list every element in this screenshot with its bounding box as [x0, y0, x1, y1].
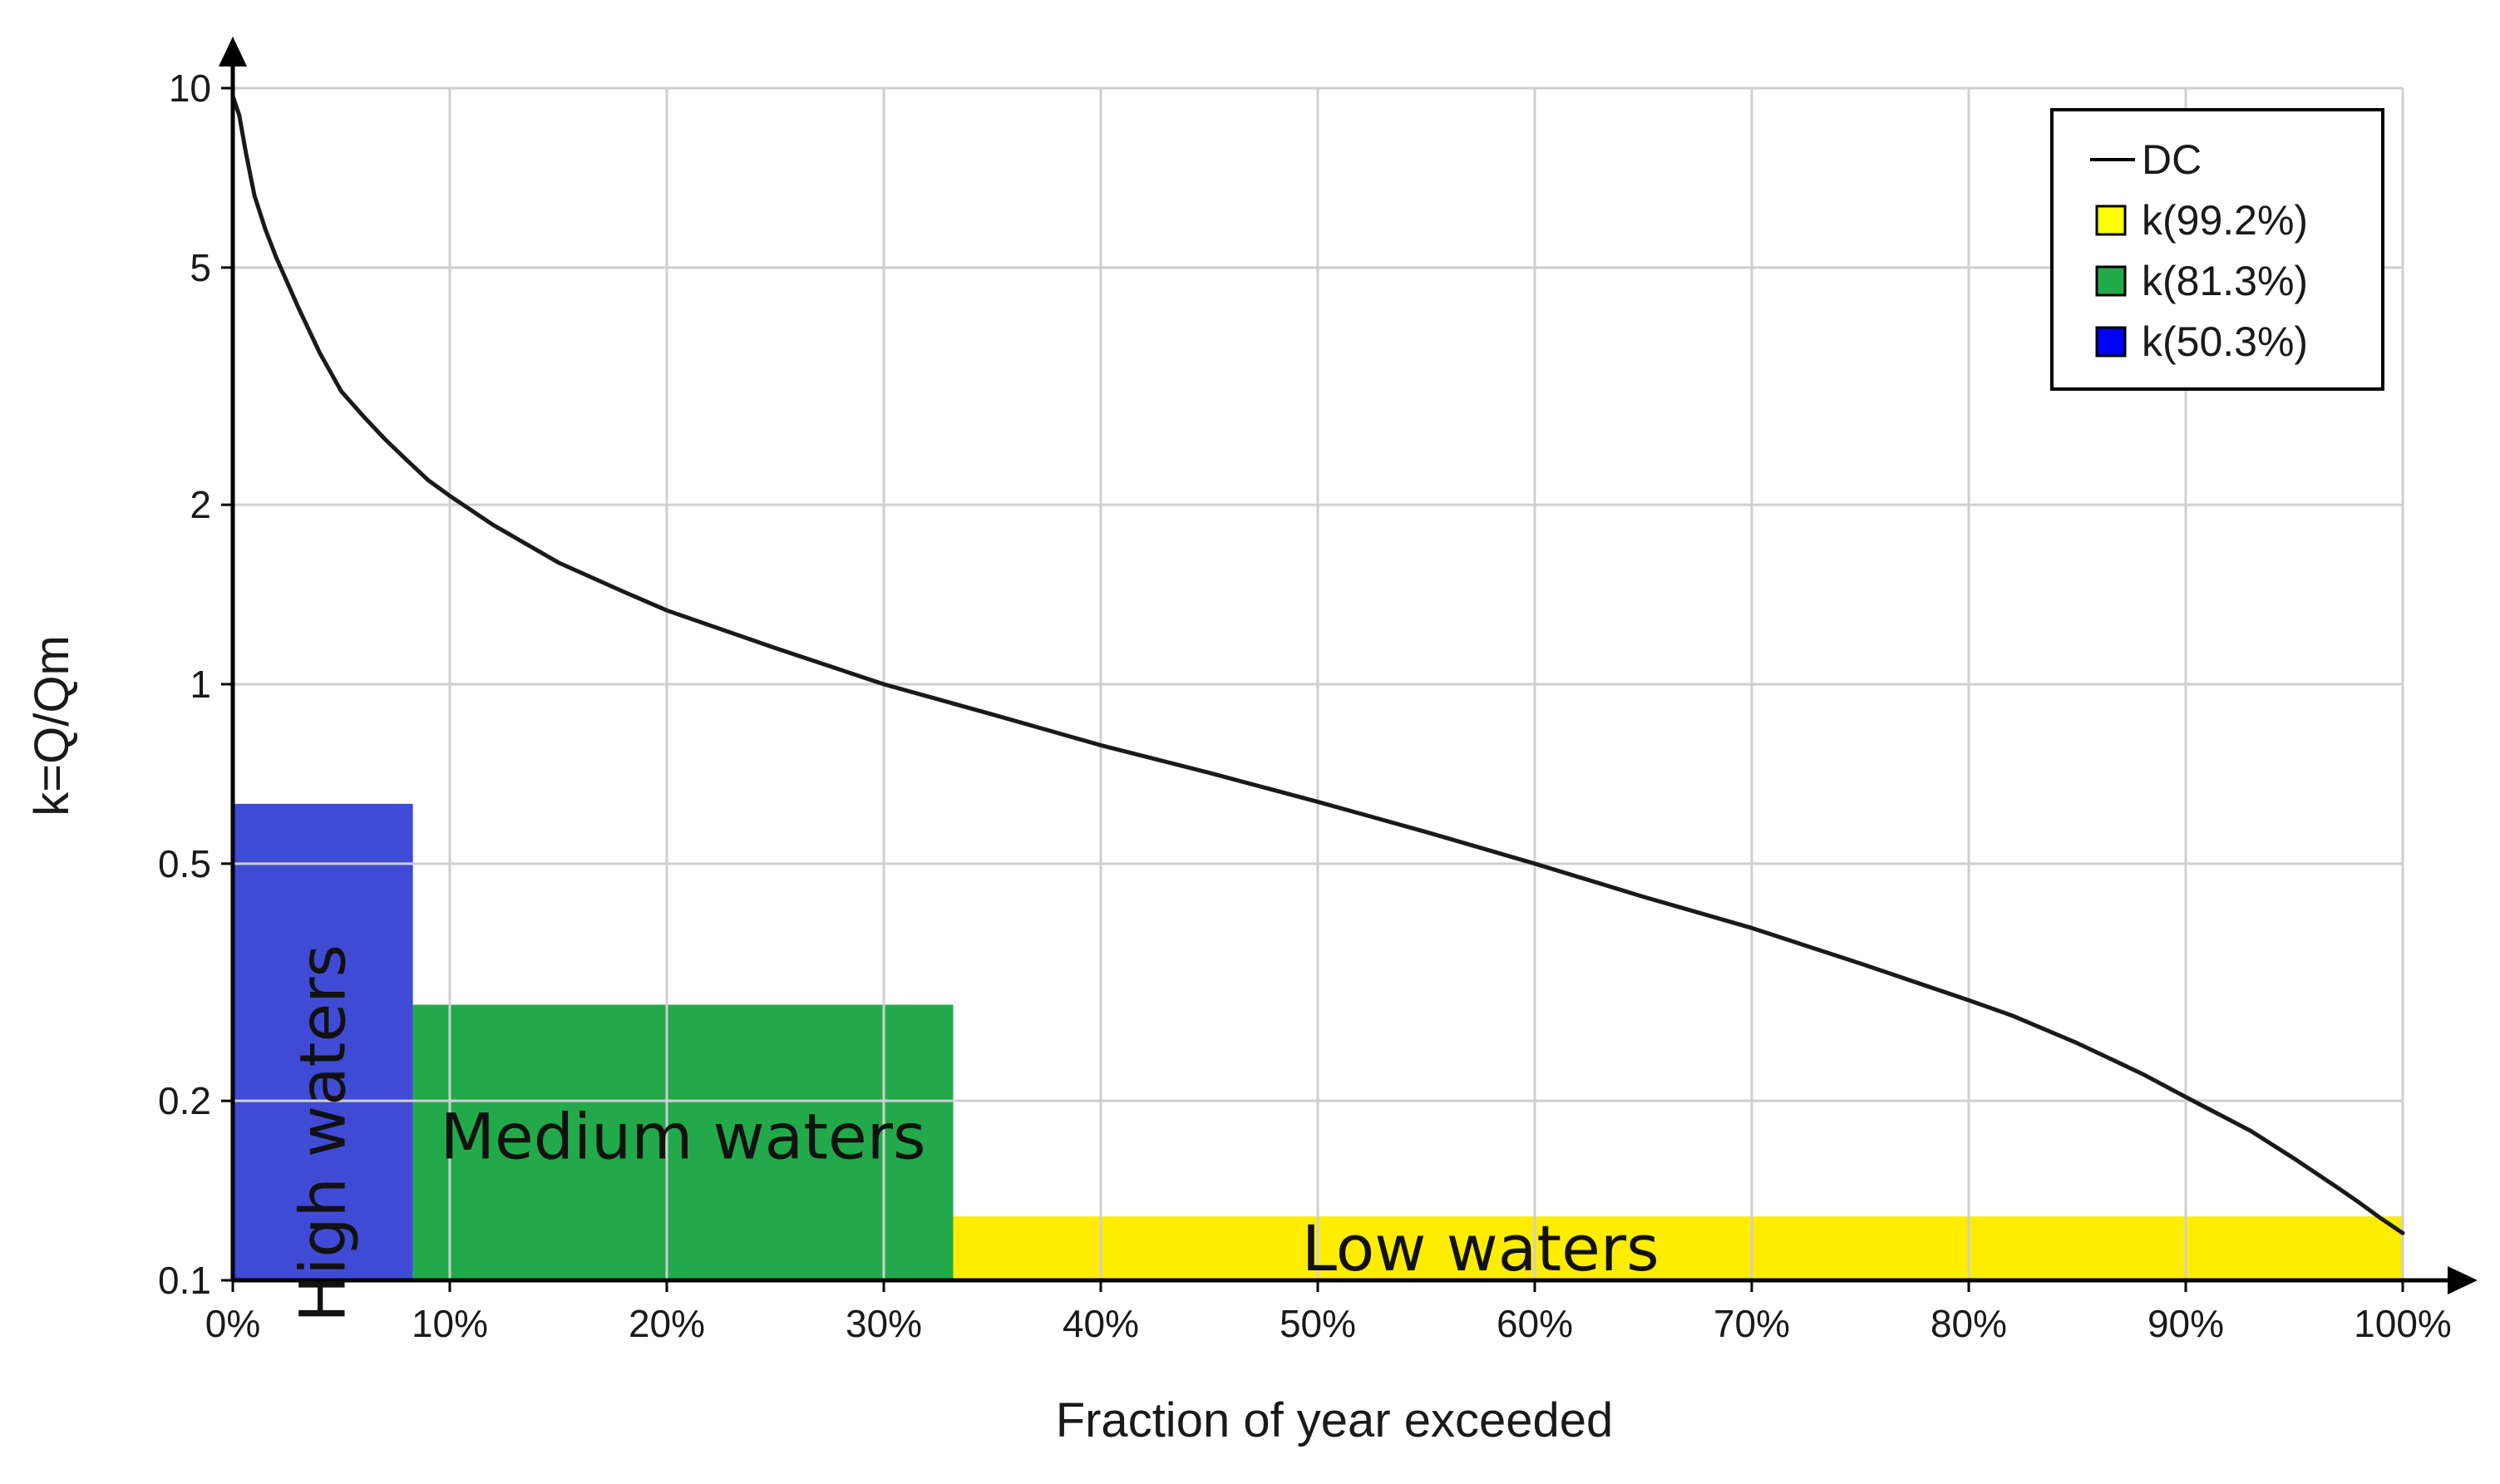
- legend-entry: DC: [2142, 136, 2202, 183]
- legend-entry: k(81.3%): [2142, 258, 2308, 304]
- y-tick-label: 10: [169, 67, 211, 110]
- tick-labels: 0% 10% 20% 30% 40% 50% 60% 70% 80% 90% 100% 0.1 0.2 0…: [158, 67, 2452, 1345]
- y-tick-label: 1: [190, 663, 211, 706]
- x-tick-label: 100%: [2354, 1302, 2452, 1345]
- axes: [219, 37, 2478, 1294]
- x-axis-title: Fraction of year exceeded: [1056, 1393, 1614, 1447]
- region-bar-medium-waters: [412, 1004, 954, 1280]
- x-tick-label: 60%: [1497, 1302, 1573, 1345]
- legend-swatch: [2095, 265, 2127, 297]
- legend-swatch: [2095, 326, 2127, 357]
- y-axis-arrow: [219, 37, 247, 67]
- x-tick-label: 0%: [205, 1302, 260, 1345]
- legend-entry: k(50.3%): [2142, 318, 2308, 365]
- series-line-dc: [230, 94, 2405, 1235]
- x-tick-label: 70%: [1714, 1302, 1790, 1345]
- x-tick-label: 50%: [1280, 1302, 1356, 1345]
- x-tick-label: 90%: [2147, 1302, 2224, 1345]
- x-tick-label: 80%: [1930, 1302, 2007, 1345]
- region-label-high-waters: High waters: [285, 944, 359, 1323]
- legend: DC k(99.2%) k(81.3%) k(50.3%): [2050, 108, 2384, 391]
- x-axis-arrow: [2448, 1266, 2478, 1294]
- y-tick-label: 0.5: [158, 842, 211, 885]
- gridlines: [233, 86, 2404, 1280]
- region-bar-low-waters: [953, 1216, 2403, 1280]
- y-tick-label: 5: [190, 246, 211, 289]
- region-labels: High waters Medium waters Low waters: [285, 944, 1659, 1323]
- x-tick-label: 20%: [629, 1302, 705, 1345]
- region-bar-high-waters: [233, 803, 413, 1280]
- region-label-low-waters: Low waters: [1302, 1211, 1659, 1285]
- y-tick-label: 0.2: [158, 1079, 211, 1122]
- x-tick-label: 10%: [412, 1302, 488, 1345]
- x-tick-label: 30%: [846, 1302, 922, 1345]
- y-tick-label: 2: [190, 483, 211, 526]
- y-axis-title: k=Q/Qm: [25, 635, 79, 816]
- regions-layer: [233, 803, 2403, 1280]
- region-label-medium-waters: Medium waters: [440, 1100, 925, 1174]
- x-tick-label: 40%: [1063, 1302, 1139, 1345]
- duration-curve-layer: [230, 94, 2405, 1235]
- legend-swatch: [2095, 205, 2127, 236]
- legend-entry: k(99.2%): [2142, 197, 2308, 244]
- y-tick-label: 0.1: [158, 1259, 211, 1302]
